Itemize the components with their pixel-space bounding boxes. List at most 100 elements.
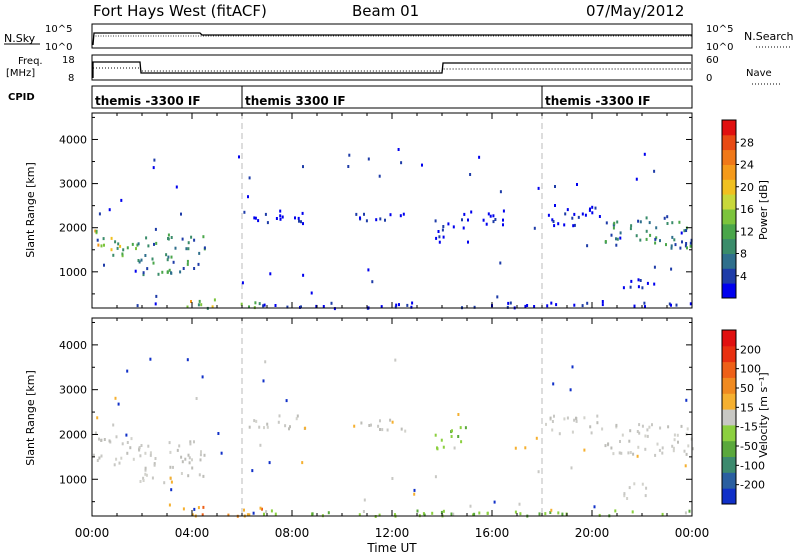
data-cell bbox=[661, 451, 664, 455]
colorbar-tick-label: 15 bbox=[740, 401, 754, 414]
x-axis-label: Time UT bbox=[366, 541, 417, 554]
colorbar-tick-label: 50 bbox=[740, 382, 754, 395]
data-cell bbox=[117, 242, 120, 246]
data-cell bbox=[180, 472, 183, 475]
data-cell bbox=[368, 424, 371, 427]
data-cell bbox=[172, 260, 175, 264]
data-cell bbox=[97, 243, 100, 247]
data-cell bbox=[115, 457, 118, 461]
colorbar-tick-label: -200 bbox=[740, 479, 765, 492]
data-cell bbox=[668, 302, 671, 306]
data-cell bbox=[270, 509, 273, 513]
data-cell bbox=[666, 222, 669, 225]
noise-speckle bbox=[554, 185, 556, 188]
data-cell bbox=[277, 420, 280, 424]
colorbar-tick-label: 12 bbox=[740, 225, 754, 238]
data-cell bbox=[615, 423, 618, 427]
data-cell bbox=[689, 241, 692, 245]
data-cell bbox=[126, 246, 129, 250]
colorbar-swatch bbox=[722, 253, 736, 269]
x-tick-label: 04:00 bbox=[175, 526, 210, 540]
noise-speckle bbox=[586, 244, 589, 248]
noise-speckle bbox=[469, 504, 472, 508]
noise-speckle bbox=[552, 382, 555, 386]
data-cell bbox=[266, 422, 269, 426]
data-cell bbox=[187, 247, 190, 251]
data-cell bbox=[113, 463, 116, 467]
colorbar-tick-label: -100 bbox=[740, 459, 765, 472]
data-cell bbox=[492, 214, 495, 218]
data-cell bbox=[168, 268, 171, 272]
data-cell bbox=[551, 218, 554, 222]
data-cell bbox=[621, 433, 624, 437]
data-cell bbox=[670, 244, 673, 248]
y-tick-label: 2000 bbox=[59, 222, 87, 235]
data-cell bbox=[189, 442, 192, 446]
data-cell bbox=[281, 215, 284, 219]
velocity-colorbar: 200 100 50 15 -15 -50 -100 -200 bbox=[721, 329, 765, 505]
x-tick-label: 12:00 bbox=[375, 526, 410, 540]
data-cell bbox=[423, 513, 426, 517]
data-cell bbox=[558, 432, 561, 436]
data-cell bbox=[98, 437, 100, 441]
data-cell bbox=[394, 513, 396, 517]
data-cell bbox=[628, 486, 631, 490]
noise-speckle bbox=[363, 498, 366, 502]
data-cell bbox=[138, 446, 141, 450]
data-cell bbox=[197, 262, 200, 266]
data-cell bbox=[170, 255, 173, 259]
data-cell bbox=[166, 258, 169, 262]
cpid-segment-label: themis 3300 IF bbox=[245, 94, 346, 108]
noise-speckle bbox=[252, 511, 255, 515]
data-cell bbox=[202, 235, 205, 239]
x-tick-label: 00:00 bbox=[75, 526, 110, 540]
data-cell bbox=[551, 420, 554, 423]
data-cell bbox=[370, 423, 372, 427]
data-cell bbox=[202, 474, 205, 478]
noise-speckle bbox=[658, 448, 661, 452]
data-cell bbox=[198, 299, 201, 303]
data-cell bbox=[451, 429, 453, 433]
data-cell bbox=[442, 225, 445, 228]
noise-speckle bbox=[304, 426, 307, 430]
noise-speckle bbox=[550, 508, 553, 512]
data-cell bbox=[691, 447, 694, 451]
data-cell bbox=[581, 212, 584, 216]
data-cell bbox=[187, 453, 190, 457]
colorbar-tick-label: 8 bbox=[740, 248, 747, 261]
data-cell bbox=[457, 435, 460, 438]
data-cell bbox=[689, 244, 692, 248]
data-cell bbox=[147, 444, 150, 448]
data-cell bbox=[315, 304, 318, 308]
data-cell bbox=[184, 457, 187, 461]
data-cell bbox=[301, 211, 304, 215]
data-cell bbox=[248, 425, 251, 429]
data-cell bbox=[102, 237, 105, 241]
data-cell bbox=[193, 267, 196, 270]
data-cell bbox=[121, 252, 124, 256]
data-cell bbox=[279, 214, 282, 218]
data-cell bbox=[254, 301, 257, 305]
colorbar-swatch bbox=[722, 456, 736, 473]
noise-speckle bbox=[533, 226, 536, 230]
data-cell bbox=[161, 270, 164, 274]
data-cell bbox=[300, 220, 302, 224]
noise-speckle bbox=[126, 369, 129, 373]
noise-speckle bbox=[136, 304, 139, 308]
data-cell bbox=[581, 304, 584, 308]
noise-speckle bbox=[493, 500, 496, 504]
noise-speckle bbox=[601, 300, 604, 303]
data-cell bbox=[381, 428, 384, 432]
data-cell bbox=[190, 300, 192, 303]
noise-speckle bbox=[241, 281, 244, 285]
data-cell bbox=[538, 512, 541, 516]
data-cell bbox=[601, 303, 604, 307]
noise-tick-bottom-left: 10^0 bbox=[45, 42, 72, 53]
noise-speckle bbox=[169, 476, 172, 480]
data-cell bbox=[689, 302, 692, 306]
colorbar-tick-label: 4 bbox=[740, 270, 747, 283]
data-cell bbox=[389, 213, 392, 217]
data-cell bbox=[296, 414, 299, 418]
data-cell bbox=[227, 513, 230, 517]
